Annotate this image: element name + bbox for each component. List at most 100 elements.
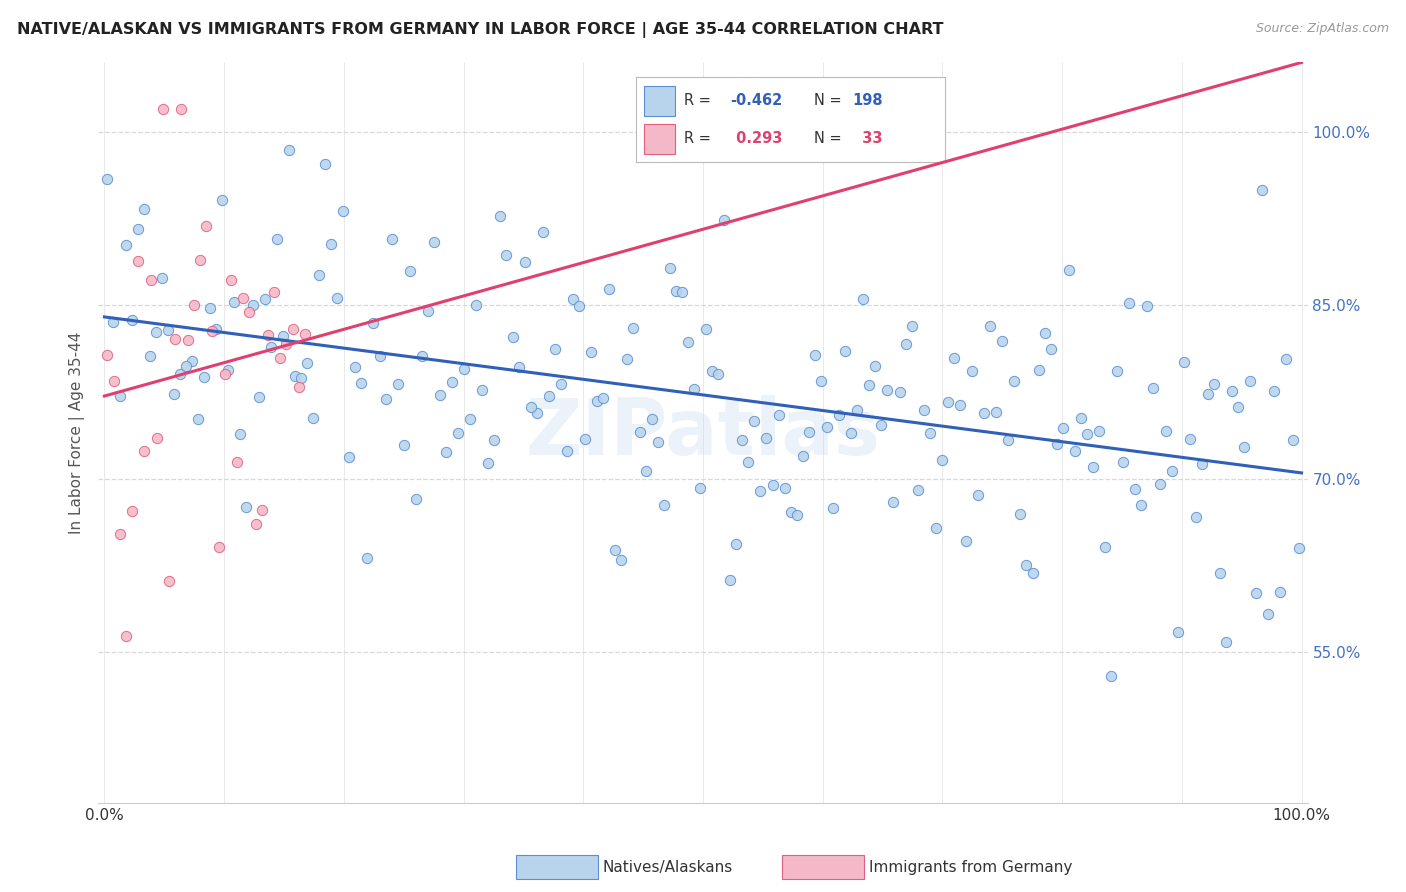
Point [1257,607,1279,621]
Point [108,526,131,541]
Point [260,341,283,355]
Point [266,232,288,246]
Point [235,500,257,515]
Point [900,319,922,334]
Point [991,334,1014,348]
Point [1220,384,1243,399]
Point [942,351,965,365]
Point [387,377,409,392]
Point [1239,374,1261,388]
Point [876,383,898,397]
Point [744,414,766,428]
Point [918,425,941,440]
Point [531,225,554,239]
Point [181,354,204,368]
Point [381,232,404,246]
Point [1209,566,1232,580]
FancyBboxPatch shape [782,855,863,879]
Point [1154,424,1177,438]
Point [786,508,808,522]
Point [398,264,420,278]
Point [465,297,488,311]
Point [1227,400,1250,414]
Point [628,425,651,439]
Point [495,248,517,262]
Point [586,393,609,408]
Point [870,418,893,433]
Point [1112,455,1135,469]
Point [828,409,851,423]
Point [725,537,748,551]
Point [363,316,385,330]
Point [281,322,304,336]
Point [193,369,215,384]
Point [242,298,264,312]
Point [411,349,433,363]
Point [960,364,983,378]
Point [1270,584,1292,599]
Point [308,268,330,282]
Point [1057,263,1080,277]
Point [1039,342,1062,356]
Point [882,495,904,509]
Point [544,343,567,357]
Point [700,364,723,378]
Point [973,405,995,419]
Point [846,402,869,417]
Point [477,456,499,470]
Text: Immigrants from Germany: Immigrants from Germany [869,860,1071,875]
Y-axis label: In Labor Force | Age 35-44: In Labor Force | Age 35-44 [69,332,86,533]
Point [1052,421,1074,435]
Point [226,455,249,469]
Point [200,301,222,315]
Point [967,488,990,502]
Point [96,172,118,186]
Point [1033,326,1056,340]
Point [815,419,838,434]
Point [434,445,457,459]
Point [114,238,136,252]
Point [121,504,143,518]
Point [256,327,278,342]
Point [269,351,291,365]
Point [912,403,935,417]
Text: NATIVE/ALASKAN VS IMMIGRANTS FROM GERMANY IN LABOR FORCE | AGE 35-44 CORRELATION: NATIVE/ALASKAN VS IMMIGRANTS FROM GERMAN… [17,22,943,38]
Point [145,325,167,339]
Point [889,384,911,399]
Point [949,398,972,412]
Point [287,380,309,394]
Point [605,543,627,558]
Point [321,236,343,251]
Point [374,392,396,406]
Point [737,454,759,468]
Point [170,102,193,116]
Point [1263,384,1285,399]
Point [150,271,173,285]
Point [201,324,224,338]
Point [568,299,591,313]
Point [152,102,174,116]
Point [195,219,218,233]
Text: Natives/Alaskans: Natives/Alaskans [603,860,733,875]
Point [689,481,711,495]
Point [447,425,470,440]
Point [1021,566,1043,581]
Point [1010,507,1032,521]
Point [1107,364,1129,378]
Point [731,433,754,447]
Point [562,293,585,307]
Point [176,333,198,347]
Point [555,443,578,458]
Point [1215,634,1237,648]
Point [139,272,162,286]
Point [1123,482,1146,496]
Point [344,359,367,374]
Point [634,464,657,478]
Point [979,318,1001,333]
Point [858,378,880,392]
Point [232,291,254,305]
Point [165,332,187,346]
Point [174,359,197,373]
Point [302,410,325,425]
Point [1070,411,1092,425]
